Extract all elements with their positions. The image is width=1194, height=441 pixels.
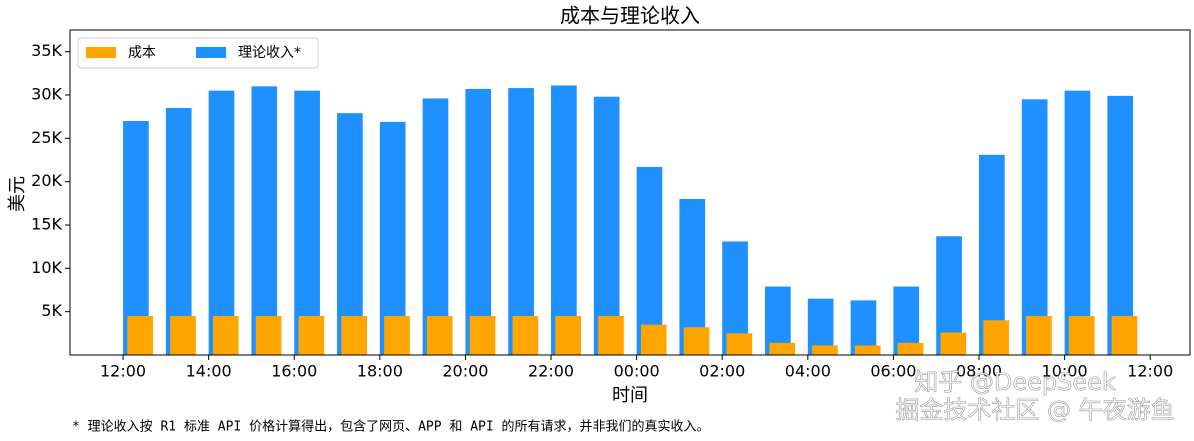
bar [1107,95,1134,355]
x-tick-label: 14:00 [186,362,232,381]
bar [636,166,663,355]
y-tick-label: 15K [31,215,62,234]
bar [465,88,492,355]
bar [1111,316,1138,355]
y-tick-label: 35K [31,41,62,60]
bar [683,327,710,355]
bar [508,88,534,356]
bar [1026,316,1052,355]
chart-title: 成本与理论收入 [560,4,700,28]
watermark: 知乎 @DeepSeek [914,368,1116,396]
bar [940,332,967,355]
watermark: 掘金技术社区 @ 午夜游鱼 [895,396,1174,424]
x-tick-label: 10:00 [1042,362,1088,381]
x-tick-label: 22:00 [528,362,574,381]
bar [593,96,620,355]
bar [726,333,753,355]
bar [769,342,795,355]
bar [255,316,282,355]
bar [165,108,192,355]
legend-label: 成本 [128,45,156,61]
bar [983,320,1009,355]
x-tick-label: 04:00 [785,362,831,381]
bar [337,113,363,355]
bar [598,316,624,355]
x-tick-label: 08:00 [956,362,1002,381]
bar [1021,99,1048,355]
x-tick-label: 20:00 [442,362,488,381]
y-tick-label: 20K [31,171,62,190]
bar [555,316,581,355]
bar [551,85,577,355]
footnote: * 理论收入按 R1 标准 API 价格计算得出，包含了网页、APP 和 API… [72,419,710,435]
bar [341,316,368,355]
x-tick-label: 00:00 [614,362,660,381]
legend: 成本 理论收入* [77,37,319,69]
bar [170,316,196,355]
y-tick-label: 5K [41,301,62,320]
x-tick-label: 16:00 [271,362,317,381]
y-axis-label: 美元 [7,176,28,212]
bar [212,316,239,355]
bar [251,86,278,355]
bar [469,316,496,355]
x-axis-label: 时间 [612,385,648,406]
x-tick-label: 12:00 [100,362,146,381]
bar [1064,90,1091,356]
bar [422,98,449,355]
y-tick-label: 10K [31,258,62,277]
y-tick-label: 30K [31,85,62,104]
bar [897,342,924,355]
bar [294,90,320,356]
bar [640,324,667,355]
bar [426,316,453,355]
bar [208,90,235,356]
x-tick-label: 02:00 [699,362,745,381]
y-tick-label: 25K [31,128,62,147]
plot-frame [69,29,1191,356]
bar [127,316,154,355]
legend-label: 理论收入* [238,45,301,61]
legend-swatch [86,47,116,58]
bar [384,316,410,355]
bar [1068,316,1095,355]
bar [854,345,881,355]
x-tick-label: 12:00 [1127,362,1173,381]
bar [298,316,325,355]
x-tick-label: 06:00 [870,362,916,381]
x-tick-label: 18:00 [357,362,403,381]
bar [812,345,838,355]
legend-swatch [196,47,226,58]
bar [512,316,539,355]
